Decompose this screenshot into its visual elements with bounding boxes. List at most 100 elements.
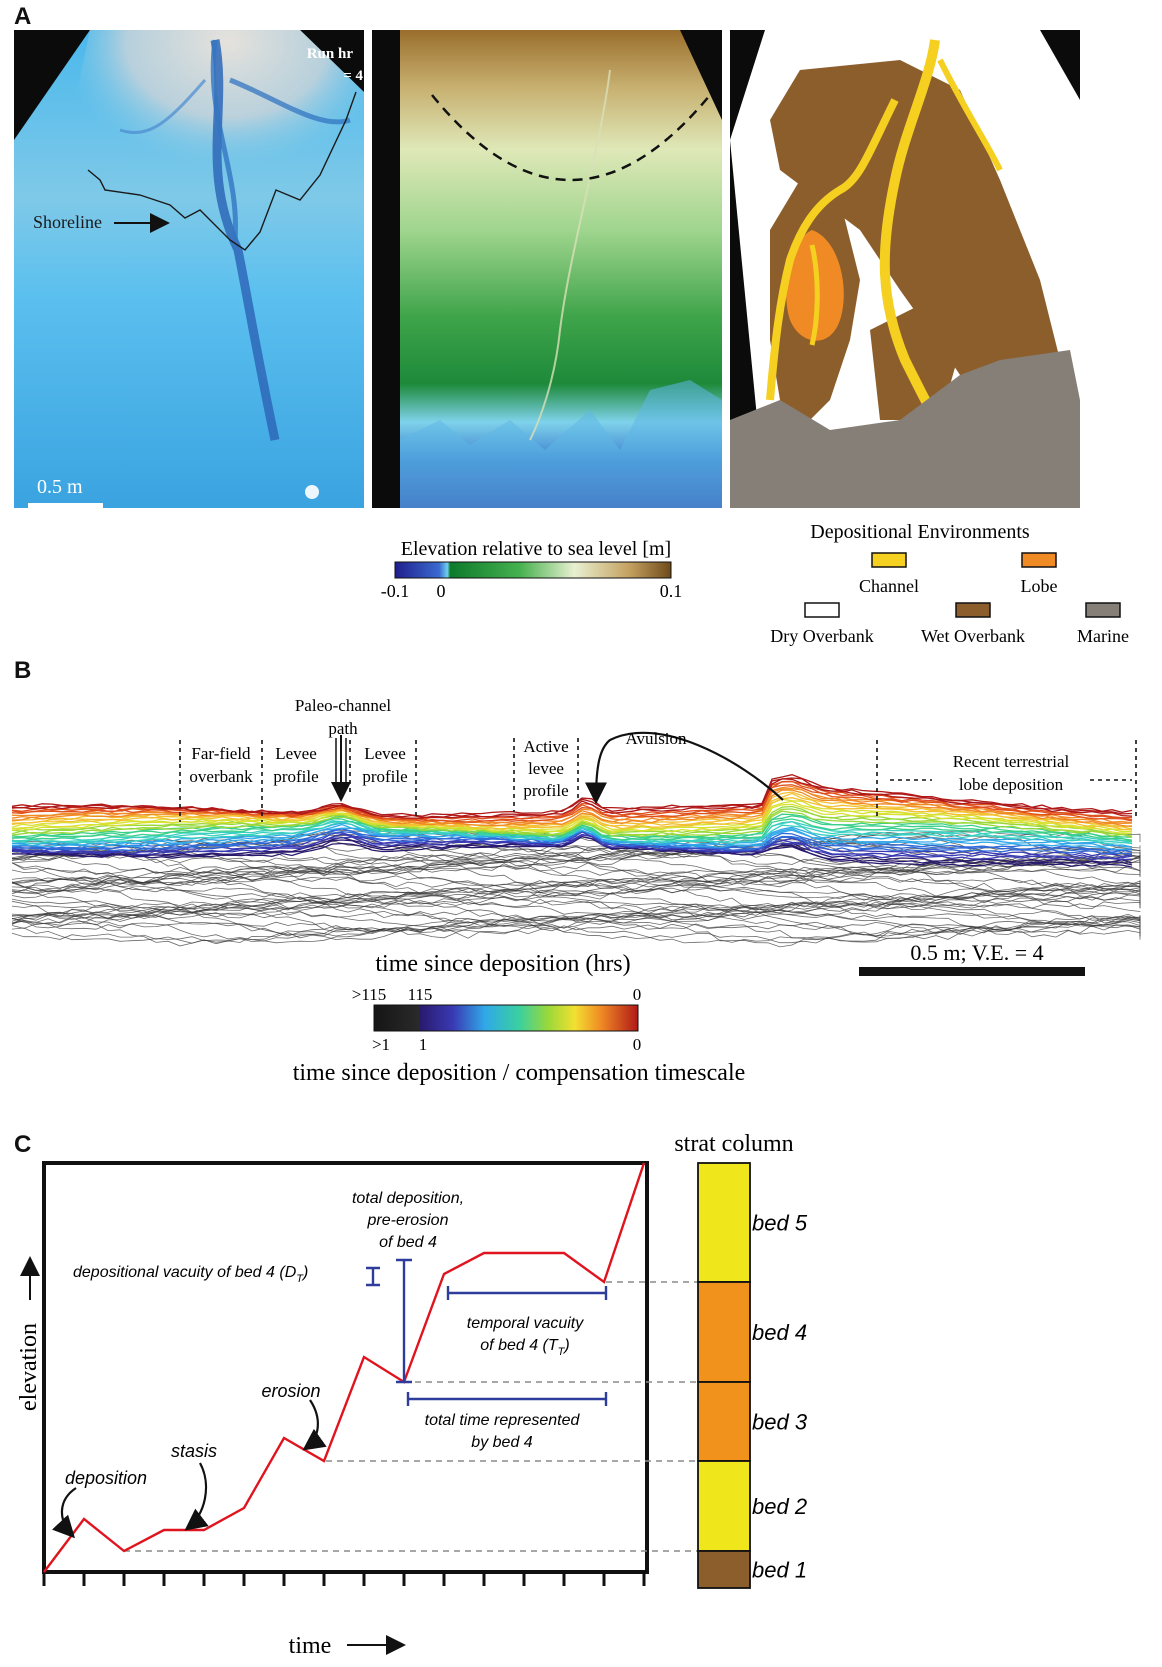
levee-left-label-2: profile xyxy=(273,767,318,786)
depositional-vacuity-subscript: T xyxy=(296,1273,304,1285)
total-deposition-label-1: total deposition, xyxy=(352,1190,464,1207)
recent-surface-line xyxy=(11,833,1133,859)
strat-bed-3 xyxy=(697,1381,751,1462)
buried-surface-line xyxy=(11,867,1141,888)
strat-bed-label: bed 5 xyxy=(752,1211,808,1236)
far-field-label-2: overbank xyxy=(189,767,253,786)
paleo-channel-label-1: Paleo-channel xyxy=(295,696,392,715)
buried-surface-line xyxy=(11,829,1141,846)
recent-surface-line xyxy=(11,836,1133,866)
plot-frame xyxy=(42,1161,649,1574)
time-tick-bottom-old: >1 xyxy=(372,1035,390,1054)
time-tick-top-115: 115 xyxy=(408,985,433,1004)
levee-right-label-2: profile xyxy=(362,767,407,786)
temporal-vacuity-label-2: of bed 4 (TT) xyxy=(480,1337,569,1358)
buried-surface-line xyxy=(11,926,1141,944)
recent-surface-line xyxy=(11,778,1133,819)
recent-surface-line xyxy=(11,800,1133,833)
temporal-vacuity-close: ) xyxy=(562,1337,569,1354)
vacuity-brackets xyxy=(366,1258,608,1406)
legend-label-dry-overbank: Dry Overbank xyxy=(770,626,873,646)
legend-swatch-lobe xyxy=(1021,552,1057,568)
recent-surface-line xyxy=(11,828,1133,851)
buried-surface-line xyxy=(11,852,1141,886)
recent-surface-line xyxy=(11,821,1133,845)
strat-column-title: strat column xyxy=(674,1131,793,1157)
time-tick-bottom-zero: 0 xyxy=(633,1035,642,1054)
buried-surface-line xyxy=(11,858,1141,888)
buried-surface-line xyxy=(11,921,1141,944)
deposition-label: deposition xyxy=(65,1468,147,1488)
elevation-tick-max: 0.1 xyxy=(660,581,683,601)
strat-bed-1 xyxy=(697,1550,751,1589)
active-levee-label-2: levee xyxy=(528,759,564,778)
elevation-colorbar: Elevation relative to sea level [m] -0.1… xyxy=(381,538,683,601)
buried-surface-line xyxy=(11,865,1141,892)
elevation-history-curve xyxy=(43,1162,646,1573)
time-colorbar-title-top: time since deposition (hrs) xyxy=(375,951,630,977)
buried-surface-line xyxy=(11,857,1141,882)
buried-surface-line xyxy=(11,830,1141,860)
strat-bed-5 xyxy=(697,1162,751,1283)
strat-bed-label: bed 2 xyxy=(752,1494,807,1519)
panel-a-letter: A xyxy=(14,3,31,30)
far-field-label-1: Far-field xyxy=(191,744,251,763)
time-colorbar: time since deposition (hrs) >115 115 0 >… xyxy=(293,951,746,1086)
buried-surface-line xyxy=(11,849,1141,876)
buried-surface-line xyxy=(11,901,1141,929)
legend-swatch-channel xyxy=(871,552,907,568)
environments-legend-title: Depositional Environments xyxy=(810,521,1030,543)
buried-surface-line xyxy=(11,911,1141,939)
recent-surface-line xyxy=(11,831,1133,858)
buried-surface-line xyxy=(11,880,1141,908)
recent-surfaces xyxy=(11,774,1133,868)
legend-label-lobe: Lobe xyxy=(1021,576,1058,596)
elevation-colorbar-title: Elevation relative to sea level [m] xyxy=(401,538,671,560)
active-levee-label-3: profile xyxy=(523,781,568,800)
erosion-arrow xyxy=(302,1399,327,1451)
recent-surface-line xyxy=(11,785,1133,824)
temporal-vacuity-subscript: T xyxy=(558,1346,566,1358)
section-annotations xyxy=(179,738,1137,822)
elevation-tick-zero: 0 xyxy=(437,581,446,601)
strat-bed-label: bed 4 xyxy=(752,1320,807,1345)
temporal-vacuity-text: of bed 4 (T xyxy=(480,1337,559,1354)
temporal-vacuity-label-1: temporal vacuity xyxy=(467,1315,584,1332)
stasis-arrow xyxy=(184,1462,209,1531)
legend-label-marine: Marine xyxy=(1077,626,1129,646)
deposition-arrow xyxy=(51,1487,77,1539)
avulsion-arrow xyxy=(585,731,784,805)
paleo-channel-label-2: path xyxy=(328,719,358,738)
bed-boundary-guides xyxy=(124,1281,698,1552)
buried-surface-line xyxy=(11,903,1141,926)
dashed-arc xyxy=(431,94,711,182)
legend-swatch-marine xyxy=(1085,602,1121,618)
buried-surface-line xyxy=(11,913,1141,942)
panel-c-letter: C xyxy=(14,1131,31,1158)
legend-swatch-wet-overbank xyxy=(955,602,991,618)
depositional-vacuity-close: ) xyxy=(301,1264,308,1281)
recent-surface-line xyxy=(11,813,1133,839)
environment-map xyxy=(730,30,1080,508)
buried-surface-line xyxy=(11,892,1141,916)
buried-surface-line xyxy=(11,841,1141,871)
buried-surface-line xyxy=(11,896,1141,919)
buried-surface-line xyxy=(11,866,1141,900)
total-time-label-2: by bed 4 xyxy=(471,1434,532,1451)
recent-surface-line xyxy=(11,798,1133,831)
section-scale-label: 0.5 m; V.E. = 4 xyxy=(910,940,1043,965)
total-deposition-label-2: pre-erosion xyxy=(367,1212,449,1229)
levee-left-label-1: Levee xyxy=(275,744,317,763)
legend-label-channel: Channel xyxy=(859,576,919,596)
legend-label-wet-overbank: Wet Overbank xyxy=(921,626,1025,646)
y-axis-label: elevation xyxy=(16,1323,42,1411)
buried-surface-line xyxy=(11,840,1141,863)
time-colorbar-title-bottom: time since deposition / compensation tim… xyxy=(293,1060,746,1086)
buried-surface-line xyxy=(11,890,1141,910)
time-tick-bottom-one: 1 xyxy=(419,1035,428,1054)
schematic-plot: deposition stasis erosion depositional v… xyxy=(16,1161,698,1659)
run-hour-label-2: = 415 xyxy=(343,68,378,84)
x-axis-label: time xyxy=(289,1633,332,1659)
time-axis-ticks xyxy=(42,1572,646,1586)
